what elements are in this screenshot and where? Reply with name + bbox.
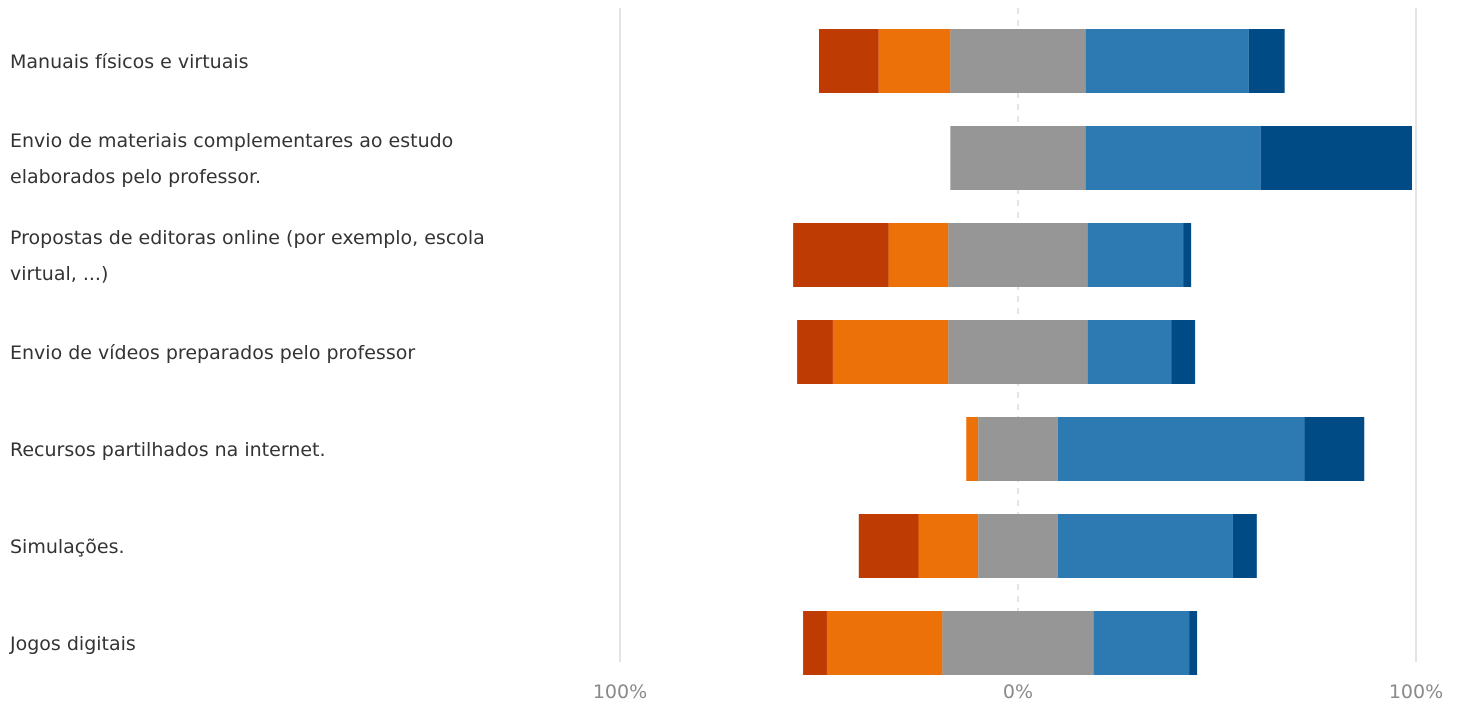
bar-segment-r3-s0 [797, 320, 833, 384]
bar-segment-r0-s3 [1085, 29, 1249, 93]
bar-segment-r4-s1 [966, 417, 979, 481]
bar-segment-r6-s3 [1093, 611, 1190, 675]
x-tick-label-1: 0% [1003, 681, 1033, 703]
bar-segment-r6-s1 [826, 611, 943, 675]
bar-segment-r1-s4 [1260, 126, 1413, 190]
category-label-4: Recursos partilhados na internet. [10, 439, 326, 461]
category-label-1-line-1: elaborados pelo professor. [10, 166, 261, 188]
bar-segment-r6-s2 [942, 611, 1094, 675]
bar-segment-r5-s2 [978, 514, 1058, 578]
bar-segment-r3-s3 [1087, 320, 1172, 384]
bar-segment-r3-s2 [948, 320, 1088, 384]
bar-segment-r4-s3 [1057, 417, 1305, 481]
bar-segment-r2-s3 [1087, 223, 1184, 287]
bar-segment-r0-s2 [950, 29, 1086, 93]
bar-segment-r3-s4 [1171, 320, 1196, 384]
category-label-2-line-1: virtual, ...) [10, 263, 108, 285]
category-label-5: Simulações. [10, 536, 125, 558]
bar-segment-r0-s0 [819, 29, 879, 93]
bar-segment-r2-s2 [948, 223, 1088, 287]
bar-segment-r0-s4 [1248, 29, 1285, 93]
bar-segment-r5-s1 [918, 514, 979, 578]
bar-segment-r1-s3 [1085, 126, 1261, 190]
bar-segment-r2-s1 [888, 223, 949, 287]
bar-segment-r0-s1 [878, 29, 951, 93]
category-label-3: Envio de vídeos preparados pelo professo… [10, 342, 415, 364]
bar-segment-r4-s4 [1304, 417, 1365, 481]
bar-segment-r2-s0 [793, 223, 889, 287]
bar-segment-r5-s0 [858, 514, 919, 578]
bar-segment-r6-s0 [803, 611, 827, 675]
x-tick-label-2: 100% [1389, 681, 1443, 703]
category-label-2-line-0: Propostas de editoras online (por exempl… [10, 227, 485, 249]
category-label-1-line-0: Envio de materiais complementares ao est… [10, 130, 453, 152]
bar-segment-r4-s2 [978, 417, 1058, 481]
x-tick-label-0: 100% [593, 681, 647, 703]
bar-segment-r6-s4 [1189, 611, 1198, 675]
category-label-0: Manuais físicos e virtuais [10, 51, 249, 73]
bar-segment-r1-s2 [950, 126, 1086, 190]
category-label-6: Jogos digitais [9, 633, 136, 655]
bar-segment-r3-s1 [832, 320, 949, 384]
bar-segment-r5-s4 [1232, 514, 1257, 578]
bar-segment-r2-s4 [1183, 223, 1192, 287]
bar-segment-r5-s3 [1057, 514, 1233, 578]
